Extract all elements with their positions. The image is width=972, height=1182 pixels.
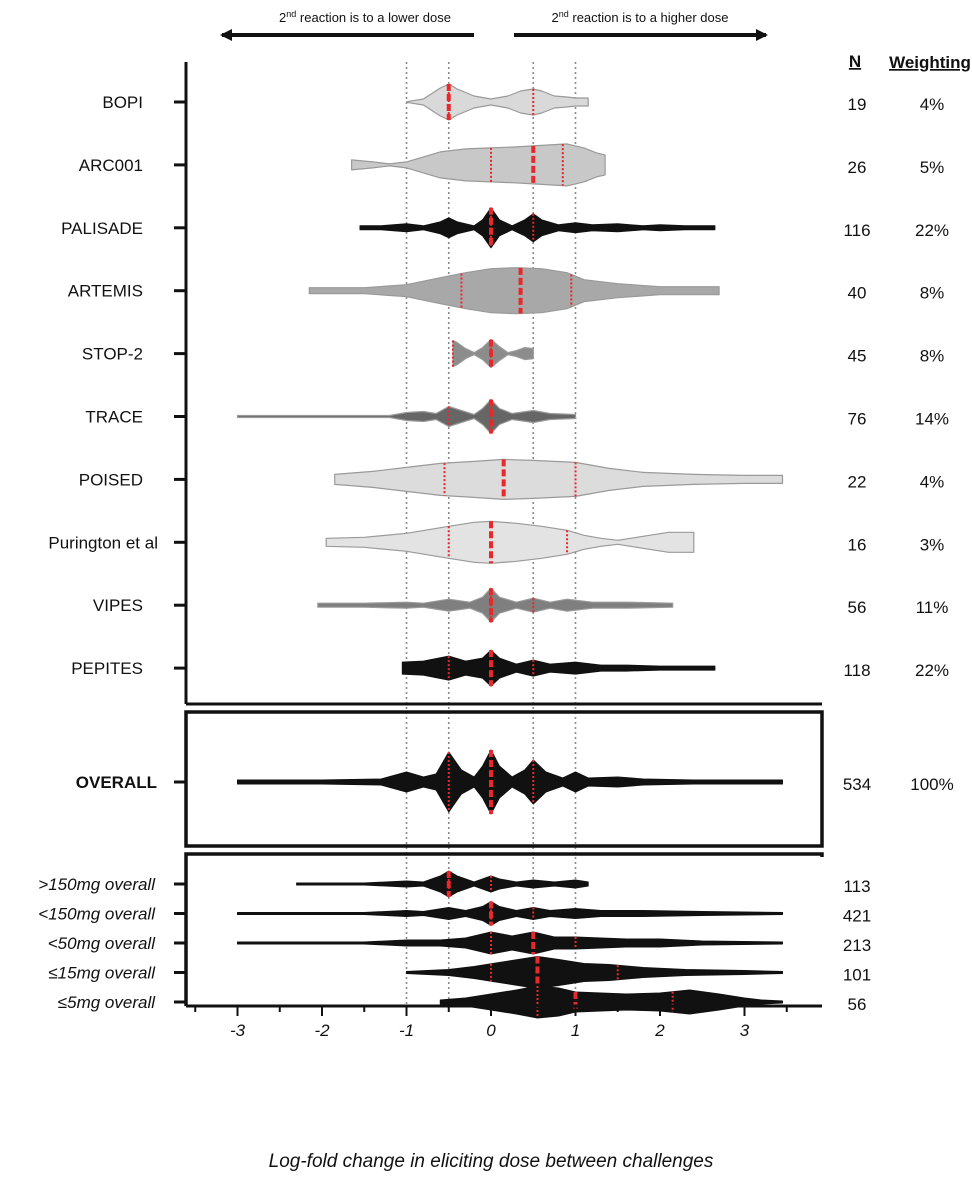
violin-shape — [439, 985, 783, 1019]
row-weight: 8% — [920, 284, 945, 303]
row-label: ARC001 — [79, 156, 143, 175]
violin-poised — [334, 458, 784, 500]
row-weight: 22% — [915, 221, 949, 240]
violin--15mg-overall — [406, 956, 783, 989]
violin-shape — [317, 587, 674, 623]
higher-dose-label: 2nd reaction is to a higher dose — [552, 9, 729, 25]
violin-shape — [452, 339, 534, 369]
row-weight: 4% — [920, 472, 945, 491]
row-weight: 14% — [915, 410, 949, 429]
violin--150mg-overall — [237, 901, 783, 926]
row-label: >150mg overall — [38, 875, 156, 894]
n-column-header: N — [849, 52, 861, 71]
x-tick-label: 3 — [740, 1021, 750, 1040]
row-n: 113 — [843, 877, 870, 896]
row-label: ≤5mg overall — [58, 993, 156, 1012]
violin-shape — [405, 83, 589, 121]
row-n: 45 — [848, 347, 867, 366]
lower-dose-label: 2nd reaction is to a lower dose — [279, 9, 451, 25]
row-n: 116 — [843, 221, 870, 240]
violins — [236, 83, 784, 1019]
violin-bopi — [405, 83, 589, 121]
overall-box — [184, 710, 824, 848]
row-label: POISED — [79, 470, 143, 489]
row-n: 19 — [848, 95, 867, 114]
violin--50mg-overall — [237, 931, 783, 955]
row-n: 101 — [843, 966, 871, 985]
violin-shape — [237, 931, 783, 955]
row-weight: 4% — [920, 95, 945, 114]
violin-shape — [359, 207, 716, 249]
row-n: 421 — [843, 907, 871, 926]
violin-shape — [296, 870, 589, 898]
row-label: VIPES — [93, 596, 143, 615]
violin-stop-2 — [451, 339, 534, 369]
x-axis: -3 -2 -1 0 1 2 3 — [186, 1004, 822, 1040]
violin-overall — [237, 749, 783, 815]
row-n: 26 — [848, 158, 867, 177]
row-n: 16 — [848, 535, 867, 554]
row-label: ≤15mg overall — [48, 964, 156, 983]
row-label: BOPI — [102, 93, 143, 112]
row-label: <50mg overall — [48, 934, 156, 953]
row-n: 22 — [848, 472, 867, 491]
row-weight: 22% — [915, 661, 949, 680]
row-n: 56 — [848, 598, 867, 617]
violin--150mg-overall — [296, 870, 589, 898]
violin-trace — [236, 398, 577, 435]
violin-shape — [351, 143, 606, 187]
violin-artemis — [308, 267, 720, 315]
violin-shape — [237, 749, 783, 815]
row-labels: BOPI 19 4% ARC001 26 5% PALISADE 116 22% ARTEMIS 4… — [38, 93, 953, 1014]
row-weight: 8% — [920, 347, 945, 366]
x-tick-label: -1 — [399, 1021, 414, 1040]
row-label: PALISADE — [61, 219, 143, 238]
row-weight: 11% — [916, 598, 949, 617]
row-label: <150mg overall — [38, 905, 156, 924]
row-n: 118 — [843, 661, 870, 680]
row-n: 534 — [843, 775, 871, 794]
row-label: PEPITES — [71, 659, 143, 678]
x-tick-label: -2 — [314, 1021, 330, 1040]
violin-shape — [406, 956, 783, 989]
row-label: ARTEMIS — [68, 282, 143, 301]
violin-shape — [237, 901, 783, 926]
violin-pepites — [401, 649, 716, 687]
x-tick-label: -3 — [230, 1021, 246, 1040]
violin-purington-et-al — [325, 520, 695, 564]
subgroup-frame — [184, 852, 824, 1006]
row-label: STOP-2 — [82, 345, 143, 364]
row-weight: 3% — [920, 535, 945, 554]
row-label: OVERALL — [76, 773, 157, 792]
row-label: TRACE — [85, 408, 143, 427]
row-label: Purington et al — [48, 533, 158, 552]
violin-shape — [308, 267, 720, 315]
violin-shape — [334, 458, 784, 500]
row-weight: 100% — [910, 775, 953, 794]
x-tick-label: 0 — [486, 1021, 496, 1040]
row-n: 76 — [848, 410, 867, 429]
row-n: 40 — [848, 284, 867, 303]
x-axis-title: Log-fold change in eliciting dose betwee… — [269, 1151, 714, 1172]
violin-shape — [325, 520, 695, 564]
x-tick-label: 1 — [571, 1021, 580, 1040]
panel-frames — [184, 62, 824, 1006]
violin--5mg-overall — [439, 985, 783, 1019]
row-n: 213 — [843, 936, 871, 955]
violin-vipes — [317, 587, 674, 623]
x-tick-label: 2 — [654, 1021, 665, 1040]
row-weight: 5% — [920, 158, 945, 177]
weighting-column-header: Weighting — [889, 53, 971, 72]
row-n: 56 — [848, 995, 867, 1014]
direction-arrows: 2nd reaction is to a lower dose 2nd reac… — [220, 9, 768, 41]
violin-palisade — [359, 207, 716, 249]
violin-arc001 — [351, 143, 606, 187]
